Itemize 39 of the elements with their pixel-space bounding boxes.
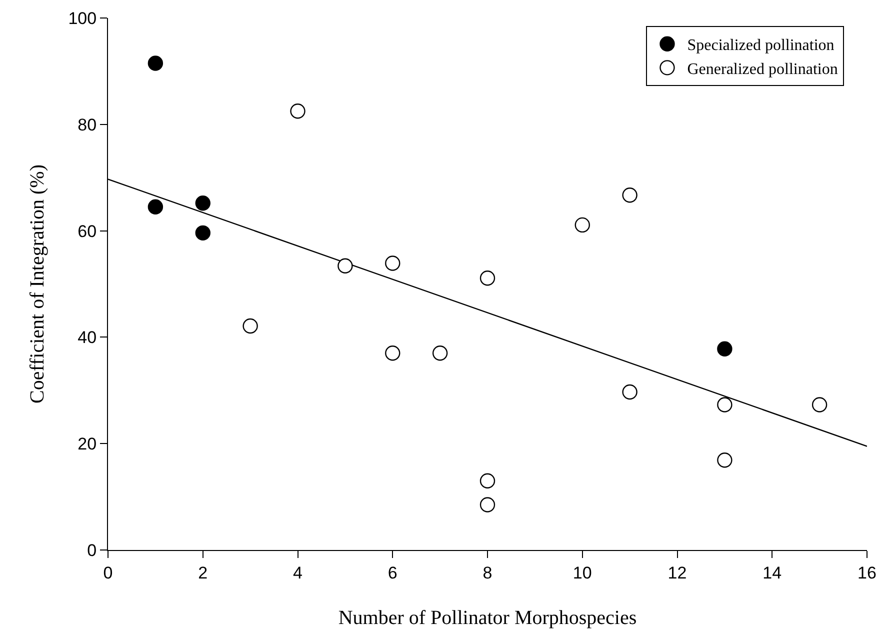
x-tick-label: 8 [482,563,492,582]
x-tick-label: 2 [198,563,208,582]
y-tick-label: 40 [78,328,97,348]
point [385,256,400,271]
y-tick-label: 20 [78,434,97,454]
x-tick-label: 16 [858,563,876,582]
x-tick-label: 6 [388,563,398,582]
point [717,341,732,356]
y-tick-label: 60 [78,222,97,241]
point [148,56,164,71]
x-tick-label: 4 [293,563,302,582]
point [195,225,210,241]
y-tick-label: 100 [68,8,97,28]
point [480,473,496,488]
point [480,270,496,286]
x-tick-label: 10 [572,563,592,582]
x-tick-label: 12 [668,563,687,582]
x-axis-title: Number of Pollinator Morphospecies [338,606,637,629]
legend-label: Generalized pollination [687,60,838,78]
point [290,104,306,119]
y-axis-title: Coefficient of Integration (%) [26,164,49,404]
point [717,452,732,468]
x-tick-label: 14 [762,563,782,582]
point [622,188,638,203]
point [812,397,828,412]
y-tick-label: 0 [87,540,97,560]
x-tick-label: 0 [103,563,113,582]
point [242,318,258,334]
point [195,196,210,211]
y-tick-label: 80 [78,115,97,134]
point [432,346,448,361]
point [480,497,496,512]
point [717,397,732,412]
point [574,217,590,233]
point [385,346,400,361]
legend-label: Specialized pollination [687,37,834,54]
point [338,258,353,274]
point [622,384,638,400]
point [148,199,164,214]
